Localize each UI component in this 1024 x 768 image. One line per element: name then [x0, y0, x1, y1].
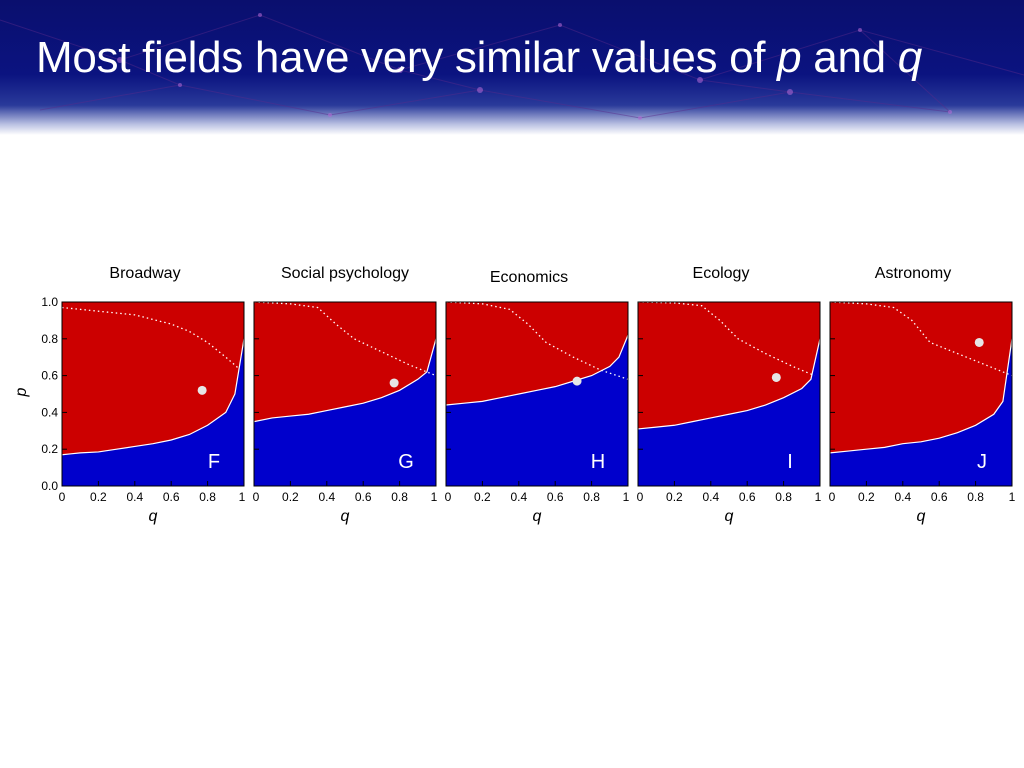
x-tick-label: 0.4 — [318, 490, 335, 504]
x-axis-label: q — [917, 508, 926, 525]
title-variable-p: p — [777, 33, 802, 82]
x-tick-label: 0 — [59, 490, 66, 504]
x-tick-label: 0.2 — [858, 490, 875, 504]
x-tick-label: 0.6 — [547, 490, 564, 504]
chart-panel-g: 0 0.2 0.4 0.6 0.8 1 q Social psychology G — [253, 265, 438, 525]
panel-frame — [253, 301, 437, 487]
panel-title: Economics — [490, 269, 568, 286]
panel-frame — [637, 301, 821, 487]
x-tick-label: 0.2 — [282, 490, 299, 504]
x-tick-label: 1 — [623, 490, 630, 504]
x-tick-label: 0 — [637, 490, 644, 504]
x-tick-label: 0.6 — [931, 490, 948, 504]
x-tick-label: 0.8 — [199, 490, 216, 504]
y-tick-label: 1.0 — [41, 295, 58, 309]
panel-frame — [445, 301, 629, 487]
dotted-curve — [830, 302, 1012, 377]
y-tick-label: 0.2 — [41, 442, 58, 456]
x-tick-label: 0 — [829, 490, 836, 504]
y-tick-label: 0.0 — [41, 479, 58, 493]
y-tick-label: 0.8 — [41, 332, 58, 346]
x-tick-label: 0 — [253, 490, 260, 504]
panel-frame — [61, 301, 245, 487]
x-tick-label: 0.8 — [775, 490, 792, 504]
panel-letter-label: J — [977, 451, 987, 473]
x-tick-label: 0.4 — [126, 490, 143, 504]
x-axis-label: q — [533, 508, 542, 525]
lower-region — [638, 338, 820, 486]
chart-panel-f: 0 0.2 0.4 0.6 0.8 1 0.0 0.2 0.4 0.6 0.8 1.0 q p Broadw… — [13, 265, 246, 525]
dotted-curve — [254, 302, 436, 377]
x-tick-label: 0.4 — [702, 490, 719, 504]
x-axis-label: q — [725, 508, 734, 525]
panel-frame — [829, 301, 1013, 487]
chart-panel-i: 0 0.2 0.4 0.6 0.8 1 q Ecology I — [637, 265, 822, 525]
field-data-point — [389, 378, 399, 388]
x-tick-label: 0.2 — [474, 490, 491, 504]
lower-region — [62, 338, 244, 486]
y-tick-label: 0.4 — [41, 405, 58, 419]
lower-region — [446, 335, 628, 486]
x-axis-label: q — [149, 508, 158, 525]
x-axis-label: q — [341, 508, 350, 525]
field-data-point — [572, 376, 582, 386]
x-tick-label: 0.6 — [739, 490, 756, 504]
field-data-point — [771, 372, 781, 382]
chart-panel-j: 0 0.2 0.4 0.6 0.8 1 q Astronomy J — [829, 265, 1016, 525]
panel-letter-label: G — [398, 451, 414, 473]
chart-panel-h: 0 0.2 0.4 0.6 0.8 1 q Economics H — [445, 269, 630, 525]
dotted-curve — [638, 302, 815, 377]
slide-title: Most fields have very similar values of … — [36, 33, 922, 82]
x-tick-label: 0 — [445, 490, 452, 504]
x-tick-label: 1 — [239, 490, 246, 504]
dotted-curve — [62, 306, 239, 369]
panel-letter-label: F — [208, 451, 220, 473]
dotted-curve — [446, 302, 628, 380]
x-tick-label: 0.6 — [355, 490, 372, 504]
phase-boundary-line — [830, 338, 1012, 454]
x-tick-label: 1 — [1009, 490, 1016, 504]
x-tick-label: 0.4 — [894, 490, 911, 504]
x-tick-label: 0.8 — [583, 490, 600, 504]
x-tick-label: 0.6 — [163, 490, 180, 504]
panel-letter-label: I — [787, 451, 793, 473]
title-banner: Most fields have very similar values of … — [0, 0, 1024, 135]
y-axis-label: p — [13, 387, 30, 397]
x-tick-label: 1 — [431, 490, 438, 504]
panel-title: Social psychology — [281, 265, 409, 282]
panel-letter-label: H — [591, 451, 605, 473]
field-data-point — [197, 385, 207, 395]
phase-boundary-line — [638, 338, 820, 430]
x-tick-label: 0.8 — [967, 490, 984, 504]
x-tick-label: 0.2 — [90, 490, 107, 504]
x-tick-label: 0.2 — [666, 490, 683, 504]
x-tick-label: 0.4 — [510, 490, 527, 504]
panel-title: Astronomy — [875, 265, 951, 282]
phase-boundary-line — [62, 338, 244, 456]
lower-region — [830, 338, 1012, 486]
phase-boundary-line — [254, 338, 436, 423]
y-tick-label: 0.6 — [41, 369, 58, 383]
phase-boundary-line — [446, 334, 628, 406]
x-tick-label: 0.8 — [391, 490, 408, 504]
lower-region — [254, 338, 436, 486]
title-variable-q: q — [897, 33, 922, 82]
network-background-decoration — [0, 13, 1024, 120]
panel-title: Broadway — [109, 265, 180, 282]
x-tick-label: 1 — [815, 490, 822, 504]
panel-title: Ecology — [693, 265, 750, 282]
field-data-point — [974, 337, 984, 347]
